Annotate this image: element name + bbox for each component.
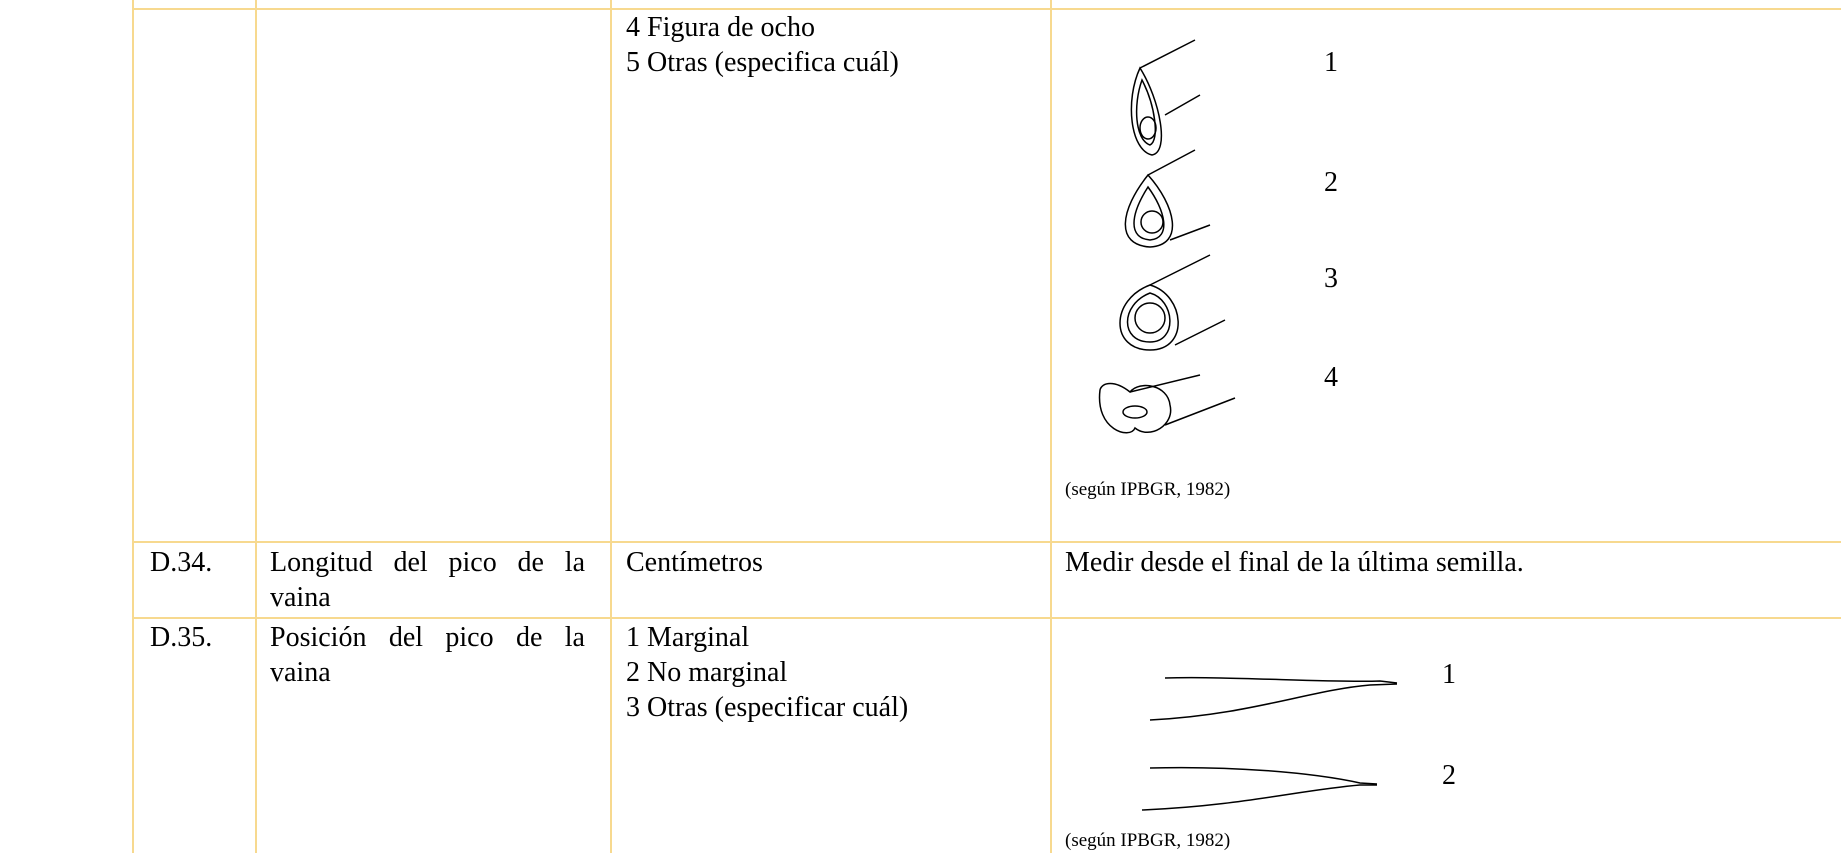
figure-source: (según IPBGR, 1982) (1065, 830, 1231, 851)
figure-label: 3 (1324, 263, 1338, 294)
figure-source: (según IPBGR, 1982) (1065, 479, 1231, 500)
code: D.34. (150, 547, 213, 578)
figure-label: 2 (1442, 760, 1456, 791)
figure-label: 2 (1324, 167, 1338, 198)
state: 5 Otras (especifica cuál) (626, 47, 899, 78)
state: 2 No marginal (626, 657, 788, 688)
notes: Medir desde el final de la última semill… (1065, 547, 1524, 578)
characteristic: Longitud del pico de la vaina (270, 547, 585, 613)
figure-label: 4 (1324, 362, 1338, 393)
characteristic: Posición del pico de la vaina (270, 622, 585, 688)
seed-drawings (1098, 39, 1398, 811)
code: D.35. (150, 622, 213, 653)
state: 1 Marginal (626, 622, 750, 653)
figure-label: 1 (1442, 659, 1456, 690)
state: 4 Figura de ocho (626, 12, 815, 43)
state: 3 Otras (especificar cuál) (626, 692, 909, 723)
state: Centímetros (626, 547, 763, 578)
figure-label: 1 (1324, 47, 1338, 78)
